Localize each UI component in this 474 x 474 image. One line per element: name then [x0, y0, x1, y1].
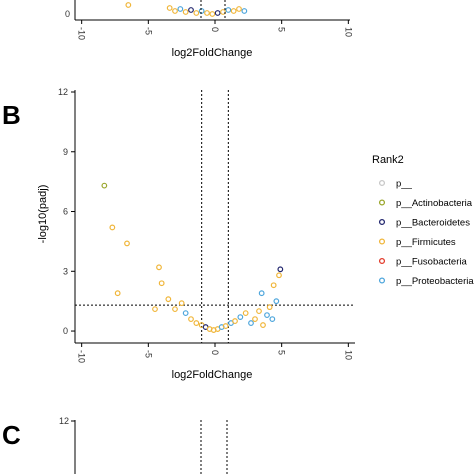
data-point — [156, 264, 162, 271]
data-point — [225, 7, 232, 13]
legend-label: p__ — [396, 179, 413, 190]
legend-label: p__Firmicutes — [396, 237, 456, 248]
y-tick-label: 0 — [63, 326, 68, 336]
data-point — [230, 8, 237, 14]
legend: Rank2 p__ p__Actinobacteria p__Bacteroidet… — [372, 154, 474, 287]
panel-c: 12 — [59, 416, 228, 474]
data-point — [172, 306, 178, 313]
data-point — [152, 306, 158, 313]
data-point — [124, 240, 130, 247]
data-point — [270, 282, 277, 289]
panel-b-points — [101, 182, 284, 333]
panel-b-label: B — [2, 100, 21, 130]
data-point — [177, 6, 184, 12]
data-point — [236, 6, 242, 12]
data-point — [241, 8, 248, 14]
data-point — [165, 296, 172, 303]
x-tick-label: -5 — [143, 350, 153, 358]
data-point — [277, 266, 284, 273]
panel-b-x-ticks: -10 -5 0 5 10 — [77, 343, 353, 363]
y-tick-label: 12 — [58, 87, 68, 97]
panel-a-x-ticks: -10 -5 0 5 10 — [77, 20, 353, 40]
panel-a-points — [125, 2, 248, 17]
panel-a: 0 -10 -5 0 5 10 log2FoldChange — [65, 0, 353, 59]
y-tick-label: 3 — [63, 266, 68, 276]
x-tick-label: 10 — [343, 350, 353, 360]
data-point — [273, 298, 280, 305]
data-point — [166, 5, 173, 11]
data-point — [188, 7, 194, 13]
panel-b-y-ticks: 0 3 6 9 12 — [58, 87, 75, 336]
x-tick-label: 5 — [277, 27, 287, 32]
legend-key — [378, 218, 386, 226]
data-point — [232, 318, 238, 324]
data-point — [269, 316, 276, 322]
data-point — [182, 310, 189, 317]
data-point — [258, 290, 265, 297]
panel-b-x-axis-title: log2FoldChange — [172, 369, 253, 381]
data-point — [237, 314, 244, 321]
x-tick-label: 0 — [210, 350, 220, 355]
data-point — [256, 308, 262, 315]
data-point — [193, 320, 200, 326]
panel-b-y-axis-title: -log10(padj) — [37, 185, 49, 244]
legend-label: p__Bacteroidetes — [396, 218, 470, 229]
data-point — [204, 10, 210, 16]
y-tick-label: 9 — [63, 147, 68, 157]
data-point — [209, 11, 216, 17]
data-point — [242, 310, 249, 317]
x-tick-label: 5 — [277, 350, 287, 355]
data-point — [264, 312, 270, 319]
legend-items: p__ p__Actinobacteria p__Bacteroidetes p__F… — [378, 179, 474, 287]
panel-a-x-axis-title: log2FoldChange — [172, 47, 253, 59]
legend-title: Rank2 — [372, 154, 404, 166]
y-tick-label: 6 — [63, 207, 68, 217]
data-point — [158, 280, 165, 287]
legend-key — [378, 238, 386, 245]
data-point — [266, 304, 273, 311]
legend-key — [378, 257, 386, 265]
data-point — [114, 290, 121, 297]
x-tick-label: 0 — [210, 27, 220, 32]
legend-key — [378, 199, 386, 206]
data-point — [188, 316, 194, 322]
data-point — [172, 8, 178, 14]
panel-b: 0 3 6 9 12 -10 -5 0 5 10 -log10(padj) log2FoldCh… — [37, 87, 355, 381]
panel-a-y-tick-label: 0 — [65, 9, 70, 19]
data-point — [260, 322, 266, 328]
data-point — [276, 272, 282, 279]
x-tick-label: -10 — [77, 27, 87, 40]
data-point — [101, 182, 108, 189]
data-point — [182, 9, 189, 15]
legend-label: p__Actinobacteria — [396, 198, 473, 209]
legend-label: p__Fusobacteria — [396, 257, 467, 268]
data-point — [222, 323, 229, 329]
data-point — [252, 316, 258, 322]
x-tick-label: -10 — [77, 350, 87, 363]
data-point — [214, 10, 221, 16]
data-point — [198, 8, 205, 14]
data-point — [248, 320, 254, 326]
panel-c-y-tick-label: 12 — [59, 416, 69, 426]
x-tick-label: 10 — [343, 27, 353, 37]
data-point — [109, 224, 116, 231]
panel-c-label: C — [2, 420, 21, 450]
data-point — [193, 10, 200, 16]
x-tick-label: -5 — [143, 27, 153, 35]
data-point — [125, 2, 132, 8]
legend-label: p__Proteobacteria — [396, 276, 474, 287]
legend-key — [378, 179, 386, 187]
legend-key — [378, 277, 386, 284]
data-point — [178, 300, 185, 307]
